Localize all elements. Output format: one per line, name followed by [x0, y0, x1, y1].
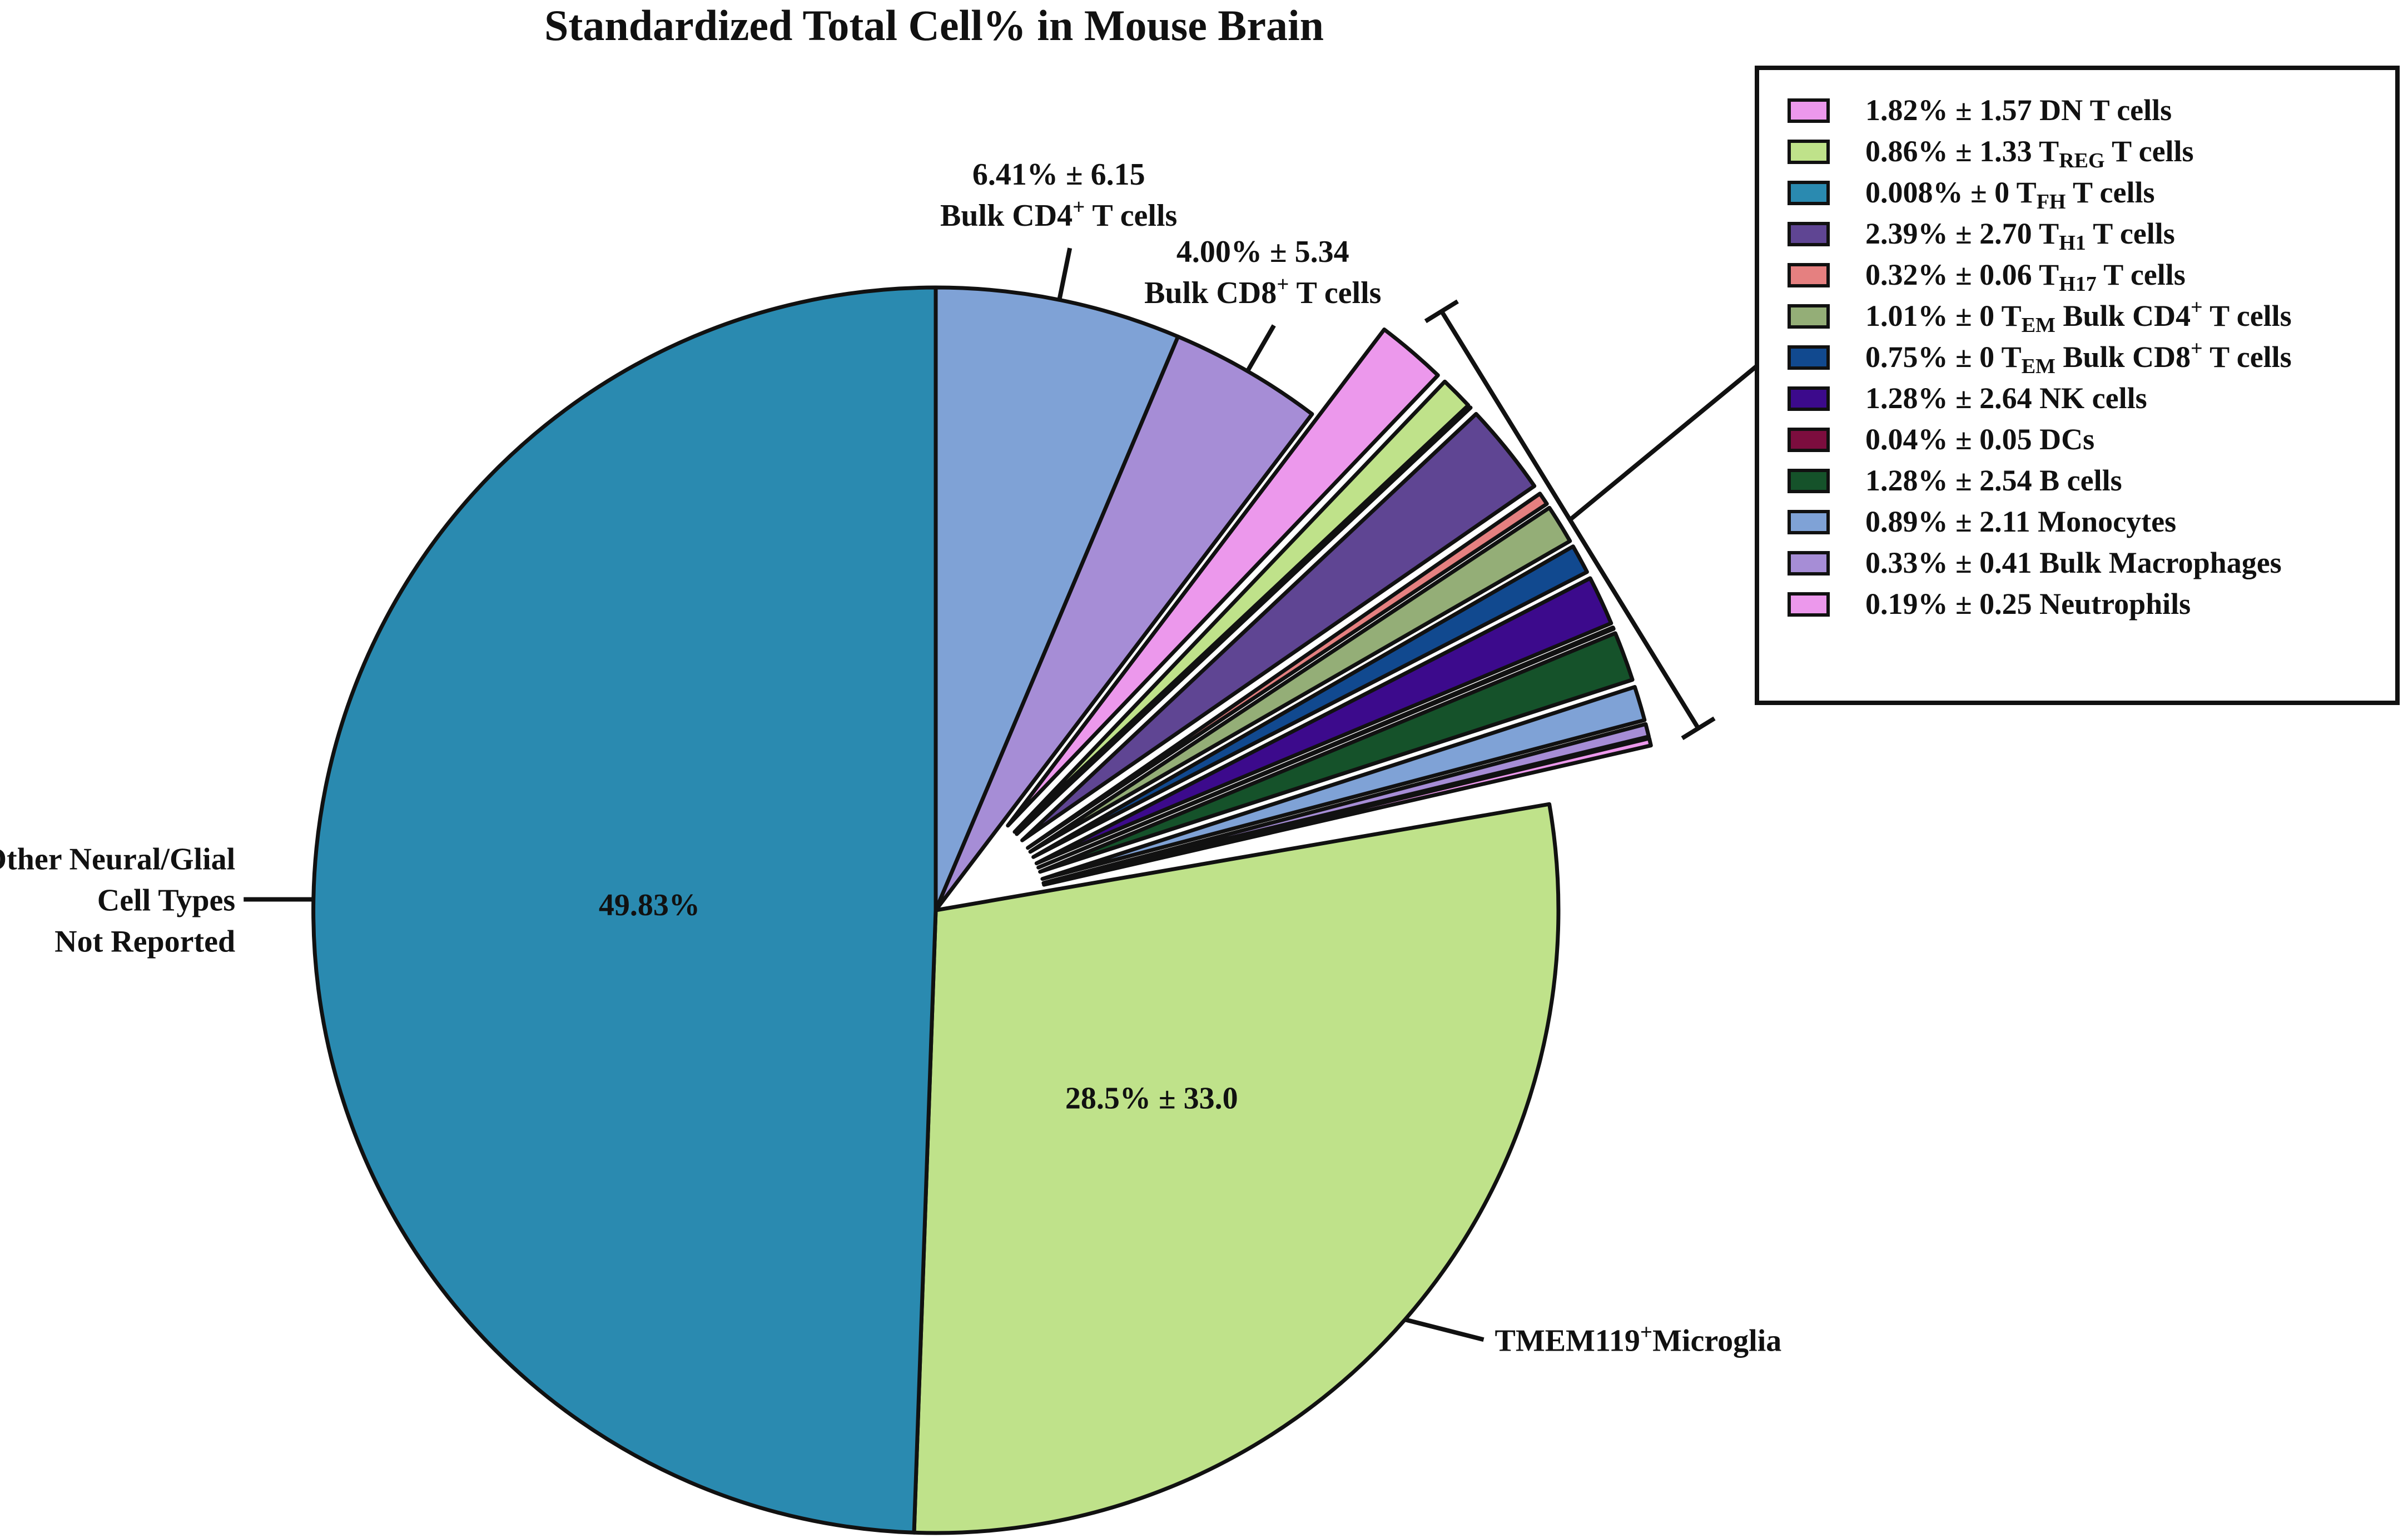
- legend-swatch: [1788, 386, 1830, 411]
- legend-entry-label: 0.19% ± 0.25 Neutrophils: [1865, 587, 2191, 621]
- callout-label-other-neural-glial-cell-types-not-reported: Other Neural/Glial: [0, 842, 235, 877]
- legend-swatch: [1788, 263, 1830, 287]
- legend-swatch: [1788, 345, 1830, 370]
- legend-swatch: [1788, 428, 1830, 452]
- callout-label-other-neural-glial-cell-types-not-reported: Cell Types: [97, 884, 235, 918]
- pie-slice-dcs: [1036, 626, 1616, 870]
- callout-label-bulk-cd8-t-cells: Bulk CD8+​ T cells: [1144, 272, 1381, 310]
- pie-slices: 28.5% ± 33.0 49.83%: [311, 285, 1653, 1535]
- slice-value-label-tmem119-microglia: 28.5% ± 33.0: [1065, 1081, 1238, 1116]
- legend-entry-label: 0.04% ± 0.05 DCs: [1865, 423, 2094, 456]
- pie-slice-nk-cells: [1034, 576, 1613, 866]
- callout-line-bulk-cd8-t-cells: [1245, 324, 1276, 373]
- legend-entry-label: 1.28% ± 2.54 B cells: [1865, 464, 2122, 497]
- chart-title: Standardized Total Cell% in Mouse Brain: [544, 1, 1324, 49]
- legend-entry-label: 0.75% ± 0 TEM​ Bulk CD8+​ T cells: [1865, 337, 2292, 378]
- pie-slice-treg-t-cells: [1012, 379, 1471, 834]
- legend-entry-label: 1.28% ± 2.64 NK cells: [1865, 381, 2147, 415]
- callout-label-bulk-cd4-t-cells: 6.41% ± 6.15: [972, 157, 1145, 192]
- legend-entry-label: 1.01% ± 0 TEM​ Bulk CD4+​ T cells: [1865, 296, 2292, 337]
- bracket-line: [1439, 310, 1700, 730]
- legend-swatch: [1788, 469, 1830, 493]
- legend-swatch: [1788, 140, 1830, 164]
- pie-slice-tmem119-microglia: [912, 802, 1561, 1535]
- legend-swatch: [1788, 592, 1830, 617]
- legend-entry-label: 1.82% ± 1.57 DN T cells: [1865, 93, 2172, 127]
- legend-entry-label: 0.86% ± 1.33 TREG​ T cells: [1865, 135, 2194, 172]
- legend-entry-label: 2.39% ± 2.70 TH1​ T cells: [1865, 217, 2175, 255]
- exploded-slices-bracket: [1424, 299, 1716, 741]
- legend-swatch: [1788, 222, 1830, 246]
- legend-swatch: [1788, 304, 1830, 329]
- callout-label-bulk-cd8-t-cells: 4.00% ± 5.34: [1176, 235, 1349, 269]
- legend-entry-label: 0.32% ± 0.06 TH17​ T cells: [1865, 258, 2186, 296]
- pie-slice-tfh-t-cells: [1015, 405, 1473, 836]
- pie-slice-bulk-cd4-t-cells: [934, 285, 1180, 912]
- legend-swatch: [1788, 98, 1830, 123]
- pie-slice-dn-t-cells: [1006, 328, 1440, 828]
- legend-entry-label: 0.89% ± 2.11 Monocytes: [1865, 505, 2176, 538]
- legend-swatch: [1788, 551, 1830, 575]
- legend-connector-line: [1568, 364, 1759, 522]
- callout-line-bulk-cd4-t-cells: [1057, 247, 1073, 301]
- callout-label-bulk-cd4-t-cells: Bulk CD4+​ T cells: [940, 195, 1177, 233]
- callout-label-tmem119-microglia: TMEM119+​Microglia: [1495, 1320, 1782, 1358]
- pie-slice-bulk-cd8-t-cells: [934, 334, 1314, 912]
- callout-line-tmem119-microglia: [1404, 1317, 1484, 1342]
- pie-slice-other-neural-glial-cell-types-not-reported: [311, 285, 938, 1535]
- bracket-cap: [1681, 716, 1716, 741]
- legend-entry-label: 0.008% ± 0 TFH​ T cells: [1865, 176, 2155, 214]
- pie-slice-neutrophils: [1042, 736, 1653, 887]
- pie-slice-b-cells: [1038, 631, 1635, 874]
- slice-value-label-other-neural-glial-cell-types-not-reported: 49.83%: [599, 888, 700, 922]
- pie-slice-tem-bulk-cd4-t-cells: [1028, 505, 1572, 854]
- pie-slice-monocytes: [1040, 684, 1647, 881]
- pie-slice-tem-bulk-cd8-t-cells: [1031, 544, 1589, 859]
- legend-swatch: [1788, 510, 1830, 534]
- legend-swatch: [1788, 181, 1830, 205]
- pie-slice-th1-t-cells: [1020, 411, 1537, 842]
- callout-label-other-neural-glial-cell-types-not-reported: Not Reported: [54, 925, 235, 959]
- legend-box: [1755, 66, 2400, 705]
- legend-entry-label: 0.33% ± 0.41 Bulk Macrophages: [1865, 546, 2282, 579]
- pie-slice-th17-t-cells: [1026, 492, 1549, 850]
- legend: 1.82% ± 1.57 DN T cells 0.86% ± 1.33 TREG…: [1568, 66, 2400, 705]
- bracket-cap: [1424, 299, 1459, 324]
